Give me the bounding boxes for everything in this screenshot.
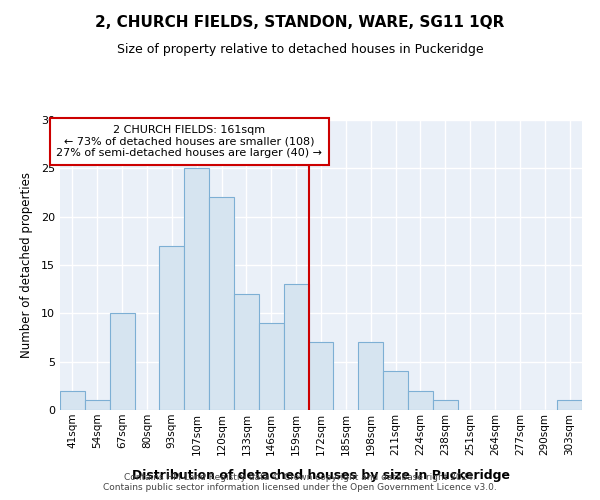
Bar [284,284,308,410]
Bar [160,246,184,410]
Text: Size of property relative to detached houses in Puckeridge: Size of property relative to detached ho… [116,42,484,56]
Bar [234,294,259,410]
Bar [433,400,458,410]
Bar [110,314,134,410]
Y-axis label: Number of detached properties: Number of detached properties [20,172,32,358]
Bar [383,372,408,410]
Text: 2, CHURCH FIELDS, STANDON, WARE, SG11 1QR: 2, CHURCH FIELDS, STANDON, WARE, SG11 1Q… [95,15,505,30]
Bar [60,390,85,410]
Text: 2 CHURCH FIELDS: 161sqm
← 73% of detached houses are smaller (108)
27% of semi-d: 2 CHURCH FIELDS: 161sqm ← 73% of detache… [56,125,322,158]
Text: Contains public sector information licensed under the Open Government Licence v3: Contains public sector information licen… [103,484,497,492]
Bar [209,198,234,410]
X-axis label: Distribution of detached houses by size in Puckeridge: Distribution of detached houses by size … [132,469,510,482]
Bar [308,342,334,410]
Bar [259,323,284,410]
Text: Contains HM Land Registry data © Crown copyright and database right 2024.: Contains HM Land Registry data © Crown c… [124,474,476,482]
Bar [557,400,582,410]
Bar [358,342,383,410]
Bar [85,400,110,410]
Bar [184,168,209,410]
Bar [408,390,433,410]
